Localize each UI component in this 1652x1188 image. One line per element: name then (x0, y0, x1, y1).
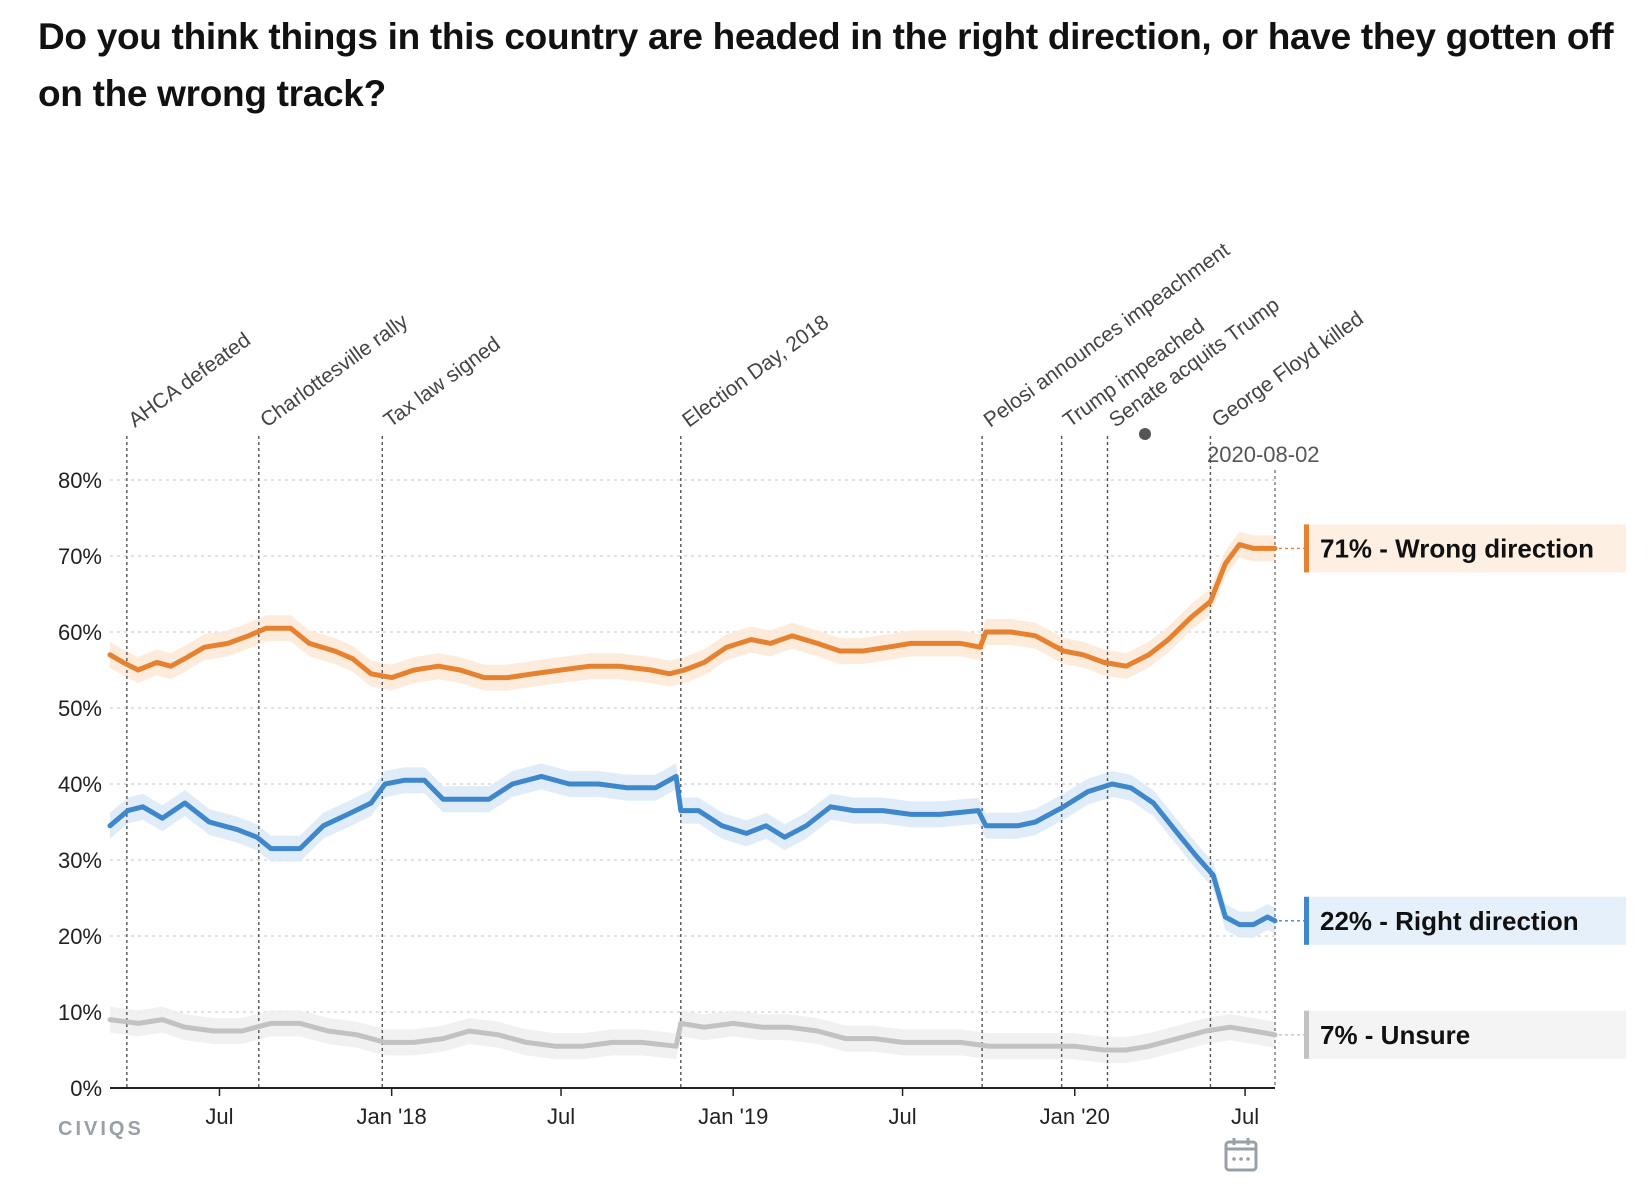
right-end-label: 22% - Right direction (1320, 906, 1579, 936)
event-label: Election Day, 2018 (678, 311, 833, 432)
wrong-label-accent (1304, 524, 1309, 573)
x-tick-label: Jan '20 (1040, 1104, 1110, 1129)
event-label: Tax law signed (380, 332, 505, 432)
right-label-accent (1304, 896, 1309, 945)
x-axis: Jul Jan '18 Jul Jan '19 Jul Jan '20 Jul (110, 1087, 1275, 1129)
y-tick-label: 50% (58, 696, 102, 721)
wrong-direction-line[interactable] (107, 542, 1278, 681)
date-marker-label: 2020-08-02 (1207, 442, 1320, 467)
unsure-label-box (1304, 1010, 1626, 1059)
y-axis: 0% 10% 20% 30% 40% 50% 60% 70% 80% (58, 468, 102, 1101)
wrong-end-label: 71% - Wrong direction (1320, 533, 1594, 563)
date-marker-handle[interactable] (1139, 428, 1151, 440)
date-marker[interactable]: 2020-08-02 (1139, 428, 1320, 467)
right-direction-line[interactable] (107, 773, 1278, 928)
unsure-end-label: 7% - Unsure (1320, 1020, 1470, 1050)
gridlines (110, 479, 1275, 1013)
x-tick-label: Jan '19 (698, 1104, 768, 1129)
end-labels: 71% - Wrong direction 22% - Right directi… (1279, 524, 1626, 1059)
series-lines[interactable] (107, 542, 1278, 1053)
confidence-bands (110, 531, 1275, 1063)
y-tick-label: 20% (58, 924, 102, 949)
x-tick-label: Jul (1231, 1104, 1259, 1129)
x-tick-label: Jan '18 (357, 1104, 427, 1129)
x-tick-label: Jul (889, 1104, 917, 1129)
right-confidence-band (110, 763, 1275, 938)
x-tick-label: Jul (205, 1104, 233, 1129)
unsure-confidence-band (110, 1006, 1275, 1063)
unsure-label-accent (1304, 1010, 1309, 1059)
y-tick-label: 30% (58, 848, 102, 873)
wrong-label-box (1304, 524, 1626, 573)
chart-title: Do you think things in this country are … (38, 16, 1614, 114)
calendar-icon[interactable] (1224, 1136, 1258, 1172)
y-tick-label: 60% (58, 620, 102, 645)
y-tick-label: 40% (58, 772, 102, 797)
y-tick-label: 70% (58, 544, 102, 569)
wrong-confidence-band (110, 531, 1275, 691)
right-label-box (1304, 896, 1626, 945)
y-tick-label: 80% (58, 468, 102, 493)
unsure-direction-line[interactable] (107, 1017, 1278, 1053)
y-tick-label: 10% (58, 1000, 102, 1025)
y-tick-label: 0% (70, 1076, 102, 1101)
event-label: AHCA defeated (124, 328, 255, 432)
civiqs-logo: CIVIQS (58, 1118, 144, 1140)
x-tick-label: Jul (547, 1104, 575, 1129)
